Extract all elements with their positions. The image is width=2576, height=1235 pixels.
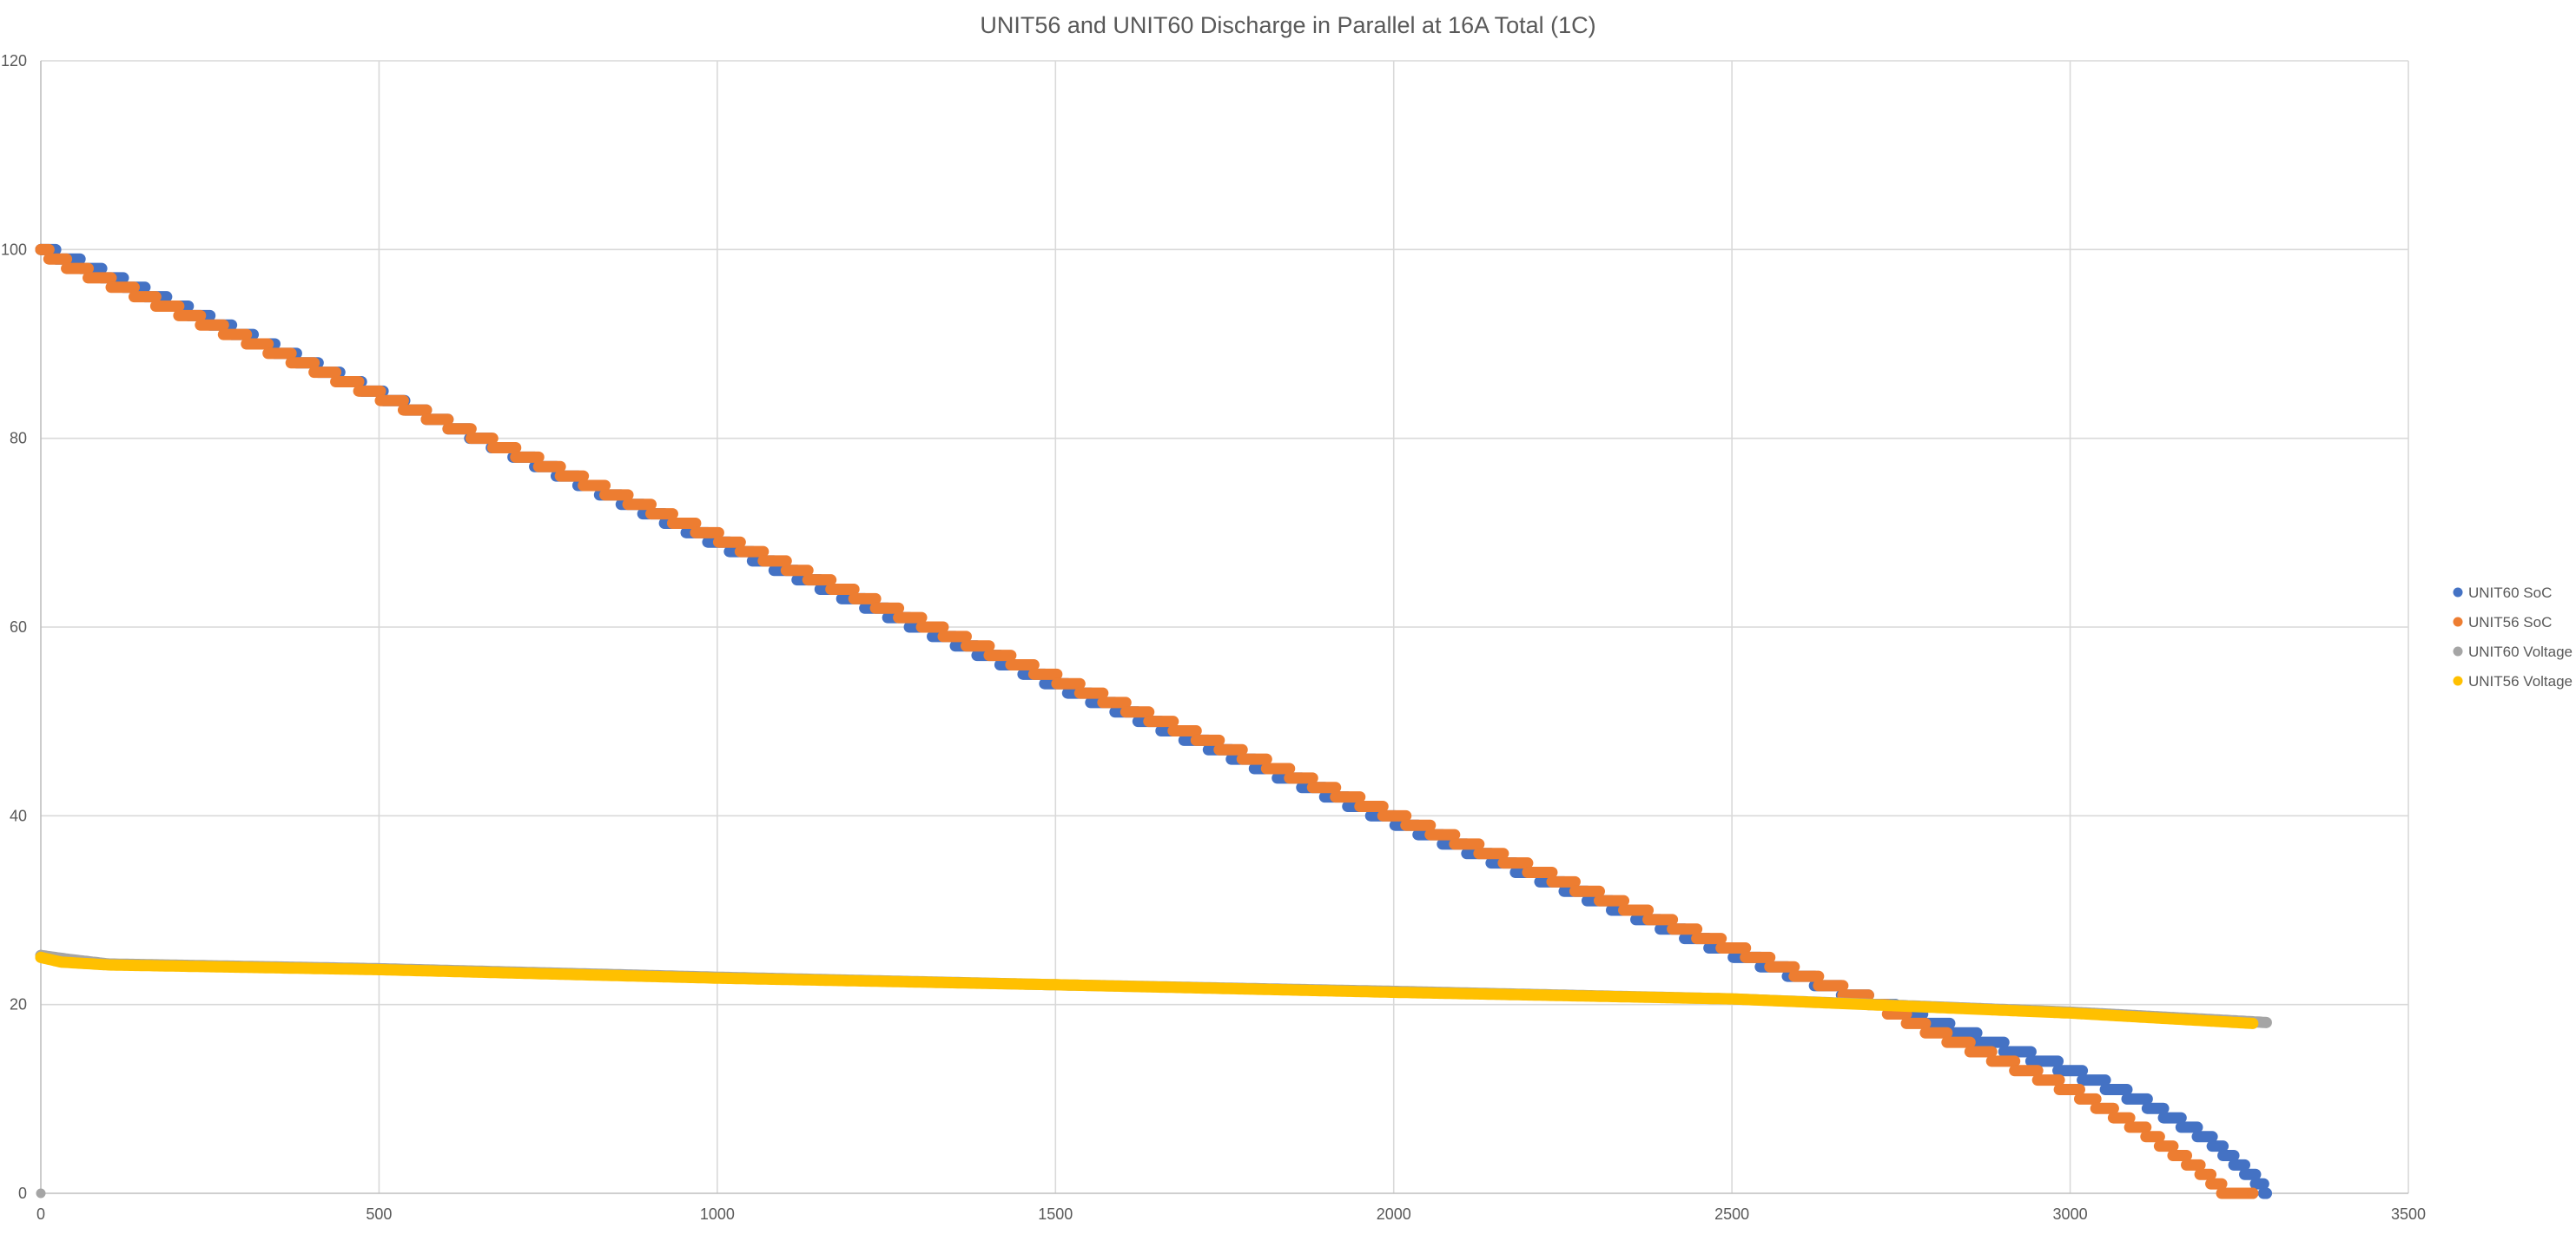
gridlines [41,60,2409,1193]
y-tick-label: 80 [10,430,27,447]
series-trace [35,951,2257,1029]
x-tick-label: 3000 [2053,1205,2088,1223]
x-tick-label: 3500 [2391,1205,2426,1223]
series-start-point [35,951,47,963]
series-end-point [2260,1187,2272,1199]
legend-label: UNIT56 Voltage [2468,673,2573,690]
series-origin-point [36,1188,46,1199]
series-unit56-voltage [35,951,2259,1029]
y-tick-label: 40 [10,807,27,824]
series-end-point [2260,1016,2272,1028]
legend-label: UNIT60 Voltage [2468,644,2573,660]
y-tick-label: 100 [1,241,27,258]
legend-item: UNIT56 Voltage [2453,673,2573,690]
chart-title: UNIT56 and UNIT60 Discharge in Parallel … [980,12,1595,38]
x-tick-label: 2000 [1377,1205,1411,1223]
series-end-point [2247,1017,2259,1029]
series-unit56-soc [35,243,2259,1199]
series-start-point [35,243,47,255]
x-tick-label: 2500 [1714,1205,1749,1223]
x-axis-tick-labels: 0 500 1000 1500 2000 2500 3000 3500 [36,1205,2426,1223]
x-tick-label: 1000 [700,1205,735,1223]
x-tick-label: 1500 [1038,1205,1073,1223]
legend-label: UNIT60 SoC [2468,584,2552,601]
legend-marker [2453,587,2463,598]
legend-item: UNIT60 Voltage [2453,644,2573,660]
series-end-point [2247,1187,2259,1199]
y-tick-label: 0 [18,1185,27,1202]
x-tick-label: 500 [366,1205,392,1223]
legend-item: UNIT56 SoC [2453,614,2552,631]
legend-marker [2453,676,2463,686]
legend: UNIT60 SoC UNIT56 SoC UNIT60 Voltage UNIT56… [2453,584,2573,690]
y-axis-tick-labels: 0 20 40 60 80 100 120 [1,52,27,1202]
plot-series [35,243,2272,1199]
legend-item: UNIT60 SoC [2453,584,2552,601]
legend-marker [2453,617,2463,627]
y-tick-label: 20 [10,996,27,1014]
legend-marker [2453,646,2463,657]
y-tick-label: 60 [10,618,27,636]
x-tick-label: 0 [36,1205,45,1223]
legend-label: UNIT56 SoC [2468,614,2552,631]
y-tick-label: 120 [1,52,27,69]
